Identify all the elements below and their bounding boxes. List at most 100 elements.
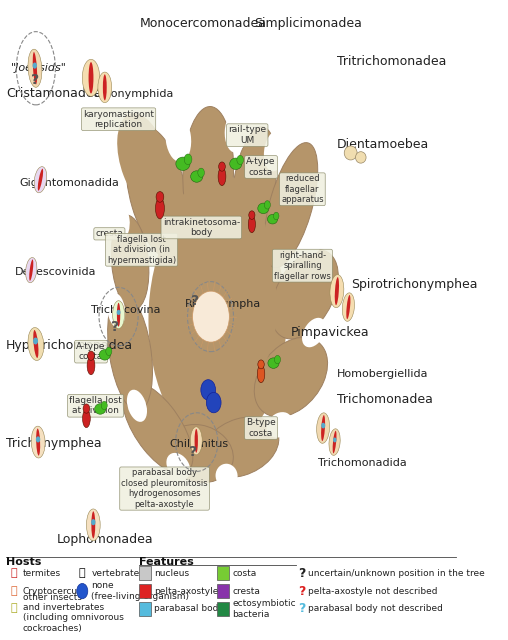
Ellipse shape [232, 127, 276, 245]
Ellipse shape [321, 415, 325, 441]
Text: flagella lost
at division (in
hypermastigida): flagella lost at division (in hypermasti… [107, 235, 176, 265]
Ellipse shape [33, 330, 39, 358]
Ellipse shape [29, 259, 34, 281]
Ellipse shape [82, 410, 90, 428]
Ellipse shape [98, 72, 112, 102]
Text: 🪲: 🪲 [10, 568, 17, 579]
Text: Trichocovina: Trichocovina [91, 305, 161, 316]
Text: Devescovinida: Devescovinida [15, 267, 97, 277]
Ellipse shape [215, 464, 238, 488]
Circle shape [83, 404, 90, 413]
Text: Cryptocercus: Cryptocercus [22, 587, 82, 596]
Text: parabasal body not described: parabasal body not described [308, 604, 443, 613]
Ellipse shape [264, 143, 318, 268]
Circle shape [33, 63, 37, 68]
Text: Hypotrichomonadea: Hypotrichomonadea [6, 339, 133, 352]
Text: none
(free-living organism): none (free-living organism) [91, 581, 189, 601]
Text: cresta: cresta [232, 587, 260, 596]
Text: nucleus: nucleus [154, 569, 189, 578]
Ellipse shape [305, 219, 328, 255]
Ellipse shape [148, 193, 287, 447]
Text: ectosymbiotic
bacteria: ectosymbiotic bacteria [232, 599, 296, 619]
Circle shape [333, 438, 337, 442]
Text: Dientamoebea: Dientamoebea [337, 138, 429, 151]
Text: rail-type
UM: rail-type UM [228, 125, 266, 145]
Text: Rhizonympha: Rhizonympha [185, 299, 262, 309]
FancyBboxPatch shape [139, 566, 151, 580]
Circle shape [184, 154, 192, 164]
Ellipse shape [264, 131, 286, 172]
Text: A-type
costa: A-type costa [76, 342, 106, 362]
Ellipse shape [34, 166, 47, 193]
Ellipse shape [342, 293, 355, 321]
Text: flagella lost
at division: flagella lost at division [69, 396, 122, 415]
Text: ?: ? [31, 73, 39, 86]
Text: ?: ? [298, 567, 305, 580]
Text: termites: termites [22, 569, 60, 578]
Circle shape [201, 380, 215, 400]
Text: ?: ? [192, 294, 200, 308]
Ellipse shape [346, 295, 351, 319]
Ellipse shape [28, 49, 42, 87]
Text: ?: ? [298, 602, 305, 616]
Ellipse shape [126, 126, 189, 259]
FancyBboxPatch shape [139, 584, 151, 598]
Circle shape [33, 337, 38, 344]
Circle shape [101, 401, 107, 410]
Circle shape [264, 201, 270, 209]
Text: Pimpavickea: Pimpavickea [291, 326, 369, 339]
Ellipse shape [190, 427, 202, 455]
Ellipse shape [94, 404, 106, 414]
Ellipse shape [202, 417, 279, 477]
Text: Monocercomonadea: Monocercomonadea [139, 17, 266, 30]
Ellipse shape [218, 168, 226, 186]
Ellipse shape [333, 431, 336, 453]
Circle shape [321, 423, 325, 428]
Text: Trichomonadida: Trichomonadida [319, 458, 407, 468]
Ellipse shape [117, 113, 171, 208]
Ellipse shape [195, 429, 198, 452]
Text: uncertain/unknown position in the tree: uncertain/unknown position in the tree [308, 569, 485, 578]
Ellipse shape [329, 429, 340, 456]
Ellipse shape [183, 106, 234, 240]
Text: parabasal body: parabasal body [154, 604, 224, 613]
FancyBboxPatch shape [217, 584, 229, 598]
Ellipse shape [122, 382, 193, 474]
Ellipse shape [117, 303, 120, 326]
Circle shape [77, 584, 88, 599]
Ellipse shape [38, 169, 43, 191]
Ellipse shape [190, 171, 203, 182]
Ellipse shape [103, 74, 107, 100]
Ellipse shape [25, 257, 37, 283]
Ellipse shape [165, 424, 233, 483]
Text: karyomastigont
replication: karyomastigont replication [83, 109, 154, 129]
Circle shape [237, 156, 243, 164]
Circle shape [206, 392, 221, 413]
Ellipse shape [266, 412, 293, 438]
Ellipse shape [91, 511, 95, 538]
Text: 🪲: 🪲 [10, 603, 17, 612]
Ellipse shape [82, 60, 100, 96]
Text: 🪲: 🪲 [10, 586, 17, 596]
Ellipse shape [230, 158, 242, 170]
Ellipse shape [28, 328, 44, 360]
Text: Hosts: Hosts [6, 557, 41, 567]
Ellipse shape [167, 453, 190, 479]
Ellipse shape [195, 227, 277, 387]
Ellipse shape [111, 215, 149, 310]
Ellipse shape [86, 509, 100, 541]
FancyBboxPatch shape [217, 566, 229, 580]
Ellipse shape [165, 173, 270, 351]
Circle shape [91, 519, 96, 525]
Circle shape [198, 168, 204, 177]
Text: cresta: cresta [96, 229, 123, 238]
Circle shape [218, 162, 226, 172]
Ellipse shape [108, 292, 152, 411]
Text: Calonymphida: Calonymphida [93, 89, 174, 99]
Circle shape [106, 347, 112, 356]
Ellipse shape [176, 157, 190, 170]
Ellipse shape [248, 216, 256, 233]
Text: reduced
flagellar
apparatus: reduced flagellar apparatus [281, 174, 324, 204]
Text: Simplicimonadea: Simplicimonadea [254, 17, 362, 30]
Text: ?: ? [189, 445, 198, 460]
